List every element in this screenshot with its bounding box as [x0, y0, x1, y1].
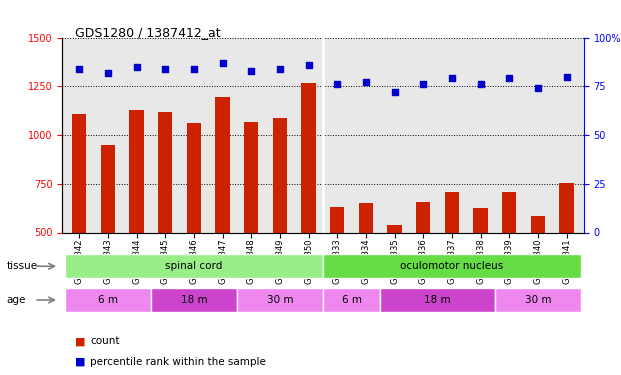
Text: age: age — [6, 295, 25, 305]
Bar — [301, 83, 315, 330]
Text: percentile rank within the sample: percentile rank within the sample — [90, 357, 266, 367]
Text: 6 m: 6 m — [342, 295, 361, 305]
Bar — [72, 114, 86, 330]
Text: tissue: tissue — [6, 261, 37, 271]
Point — [332, 81, 342, 87]
FancyBboxPatch shape — [65, 288, 151, 312]
Bar — [531, 216, 545, 330]
Text: 18 m: 18 m — [424, 295, 451, 305]
FancyBboxPatch shape — [495, 288, 581, 312]
Point — [504, 75, 514, 81]
Bar — [273, 118, 287, 330]
Text: 30 m: 30 m — [525, 295, 551, 305]
FancyBboxPatch shape — [380, 288, 495, 312]
Text: 18 m: 18 m — [181, 295, 207, 305]
Point — [189, 66, 199, 72]
Point — [132, 64, 142, 70]
Bar — [359, 203, 373, 330]
Bar — [330, 207, 345, 330]
Text: oculomotor nucleus: oculomotor nucleus — [401, 261, 504, 271]
Point — [75, 66, 84, 72]
Text: 6 m: 6 m — [98, 295, 118, 305]
Point — [217, 60, 227, 66]
FancyBboxPatch shape — [65, 254, 323, 278]
Point — [160, 66, 170, 72]
Text: 30 m: 30 m — [266, 295, 293, 305]
Point — [533, 85, 543, 91]
Bar — [502, 192, 517, 330]
Bar — [101, 145, 115, 330]
Text: ■: ■ — [75, 336, 85, 346]
Point — [361, 80, 371, 86]
Point — [447, 75, 457, 81]
Bar — [560, 183, 574, 330]
Bar — [187, 123, 201, 330]
Point — [561, 74, 571, 80]
Bar — [158, 112, 173, 330]
Bar — [416, 202, 430, 330]
Bar — [215, 97, 230, 330]
FancyBboxPatch shape — [151, 288, 237, 312]
Point — [476, 81, 486, 87]
Point — [304, 62, 314, 68]
Text: spinal cord: spinal cord — [165, 261, 223, 271]
Bar — [244, 122, 258, 330]
Text: GDS1280 / 1387412_at: GDS1280 / 1387412_at — [75, 26, 220, 39]
Bar — [445, 192, 459, 330]
FancyBboxPatch shape — [237, 288, 323, 312]
Text: count: count — [90, 336, 120, 346]
FancyBboxPatch shape — [323, 288, 380, 312]
Text: ■: ■ — [75, 357, 85, 367]
Point — [419, 81, 428, 87]
Point — [247, 68, 256, 74]
Point — [103, 70, 113, 76]
Point — [275, 66, 285, 72]
Point — [389, 89, 399, 95]
Bar — [388, 225, 402, 330]
FancyBboxPatch shape — [323, 254, 581, 278]
Bar — [129, 110, 144, 330]
Bar — [473, 208, 487, 330]
